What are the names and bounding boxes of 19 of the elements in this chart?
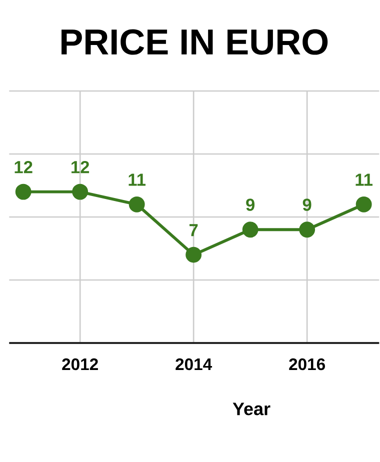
x-tick-label: 2012 bbox=[62, 358, 98, 370]
data-label: 9 bbox=[246, 198, 254, 211]
point bbox=[299, 222, 315, 238]
x-tick-label: 2014 bbox=[176, 358, 212, 370]
point bbox=[72, 184, 88, 200]
x-tick-label: 2016 bbox=[289, 358, 325, 370]
point bbox=[356, 196, 372, 212]
data-label: 9 bbox=[302, 198, 312, 211]
data-label: 11 bbox=[128, 174, 146, 186]
point bbox=[15, 184, 32, 200]
chart-title: PRICE IN EURO bbox=[61, 29, 328, 55]
data-label: 11 bbox=[356, 174, 372, 186]
point bbox=[186, 246, 202, 263]
data-label: 12 bbox=[71, 160, 89, 174]
point bbox=[242, 222, 258, 238]
point bbox=[128, 196, 145, 212]
data-label: 7 bbox=[189, 224, 198, 236]
x-axis-title: Year bbox=[232, 402, 270, 416]
data-label: 12 bbox=[14, 160, 32, 174]
